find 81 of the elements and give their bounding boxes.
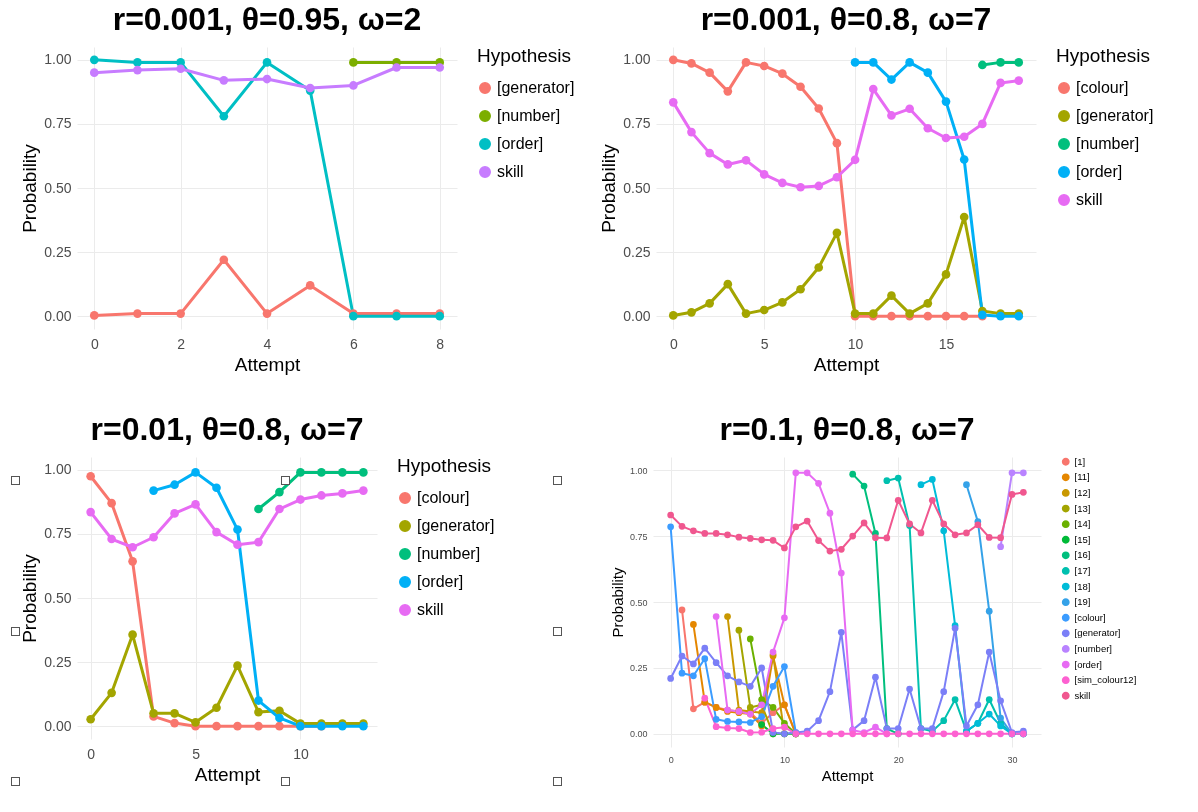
x-tick-label: 0 xyxy=(87,745,96,762)
chart-title: r=0.001, θ=0.8, ω=7 xyxy=(700,1,992,37)
legend-label: skill xyxy=(497,163,524,180)
legend-label: [19] xyxy=(1074,596,1091,608)
y-tick-label: 0.75 xyxy=(44,115,72,132)
y-tick-label: 0.00 xyxy=(623,307,651,324)
x-tick-label: 5 xyxy=(192,745,201,762)
x-tick-label: 10 xyxy=(779,754,790,765)
legend-label: [number] xyxy=(1076,135,1140,152)
y-tick-label: 0.50 xyxy=(44,589,72,606)
legend-label: [15] xyxy=(1074,533,1091,545)
x-tick-label: 10 xyxy=(847,335,864,352)
legend-label: [generator] xyxy=(497,79,575,96)
x-tick-label: 0 xyxy=(668,754,674,765)
chart-title: r=0.01, θ=0.8, ω=7 xyxy=(90,411,364,447)
y-tick-label: 0.75 xyxy=(623,115,651,132)
x-tick-label: 10 xyxy=(293,745,309,762)
x-tick-label: 2 xyxy=(177,335,186,352)
legend-label: [18] xyxy=(1074,580,1091,592)
legend-label: [order] xyxy=(417,573,464,590)
legend-label: [generator] xyxy=(1076,107,1154,124)
x-tick-label: 5 xyxy=(760,335,769,352)
y-tick-label: 0.00 xyxy=(44,717,72,734)
legend-label: [number] xyxy=(1074,642,1112,654)
y-tick-label: 1.00 xyxy=(623,51,651,68)
x-axis-title: Attempt xyxy=(234,353,301,375)
y-tick-label: 0.75 xyxy=(629,531,648,542)
x-tick-label: 6 xyxy=(349,335,358,352)
y-tick-label: 0.50 xyxy=(44,179,72,196)
legend-label: [order] xyxy=(1076,163,1123,180)
y-tick-label: 0.50 xyxy=(629,597,648,608)
x-tick-label: 0 xyxy=(90,335,99,352)
legend-label: [order] xyxy=(497,135,544,152)
y-axis-title: Probability xyxy=(608,566,626,638)
legend-label: [colour] xyxy=(1076,79,1129,96)
y-tick-label: 0.50 xyxy=(623,179,651,196)
x-tick-label: 20 xyxy=(893,754,904,765)
x-tick-label: 8 xyxy=(436,335,445,352)
y-tick-label: 0.00 xyxy=(44,307,72,324)
legend-label: [sim_colour12] xyxy=(1074,674,1137,686)
x-tick-label: 30 xyxy=(1007,754,1018,765)
x-tick-label: 15 xyxy=(938,335,955,352)
x-axis-title: Attempt xyxy=(194,763,261,785)
legend-label: [number] xyxy=(417,545,481,562)
y-tick-label: 0.25 xyxy=(44,653,72,670)
y-tick-label: 0.75 xyxy=(44,525,72,542)
y-tick-label: 1.00 xyxy=(44,461,72,478)
legend-label: skill xyxy=(1074,689,1091,701)
legend-label: [14] xyxy=(1074,518,1091,530)
legend-title: Hypothesis xyxy=(477,45,571,66)
x-tick-label: 4 xyxy=(263,335,272,352)
legend-title: Hypothesis xyxy=(397,455,491,476)
legend-label: [generator] xyxy=(1074,627,1121,639)
x-axis-title: Attempt xyxy=(821,766,875,784)
legend-label: [11] xyxy=(1074,471,1090,483)
legend-label: [colour] xyxy=(417,489,470,506)
x-tick-label: 0 xyxy=(669,335,678,352)
legend-label: skill xyxy=(417,601,444,618)
y-tick-label: 0.00 xyxy=(629,729,648,740)
legend-title: Hypothesis xyxy=(1056,45,1150,66)
y-axis-title: Probability xyxy=(19,553,41,643)
chart-title: r=0.001, θ=0.95, ω=2 xyxy=(112,1,422,37)
legend-label: [16] xyxy=(1074,549,1091,561)
y-axis-title: Probability xyxy=(598,143,620,233)
y-tick-label: 1.00 xyxy=(44,51,72,68)
x-axis-title: Attempt xyxy=(813,353,880,375)
legend-label: [17] xyxy=(1074,564,1091,576)
legend-label: skill xyxy=(1076,191,1103,208)
y-axis-title: Probability xyxy=(19,143,41,233)
legend-label: [13] xyxy=(1074,502,1091,514)
legend-label: [generator] xyxy=(417,517,495,534)
legend-label: [number] xyxy=(497,107,561,124)
y-tick-label: 0.25 xyxy=(44,243,72,260)
y-tick-label: 0.25 xyxy=(623,243,651,260)
y-tick-label: 0.25 xyxy=(629,663,648,674)
legend-label: [1] xyxy=(1074,455,1086,467)
chart-title: r=0.1, θ=0.8, ω=7 xyxy=(719,411,975,447)
y-tick-label: 1.00 xyxy=(629,465,648,476)
legend-label: [12] xyxy=(1074,486,1091,498)
legend-label: [order] xyxy=(1074,658,1102,670)
legend-label: [colour] xyxy=(1074,611,1106,623)
